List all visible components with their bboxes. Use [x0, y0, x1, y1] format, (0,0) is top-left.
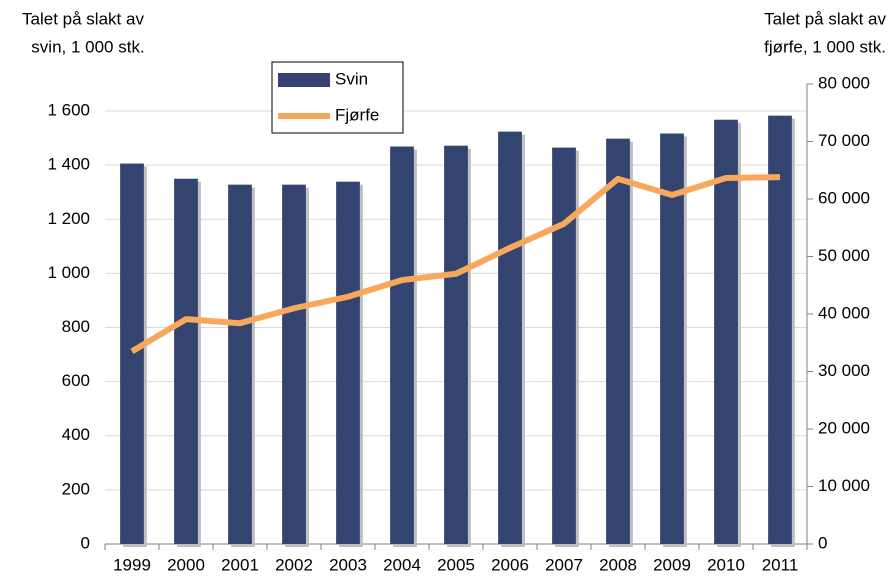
x-tick-label: 2005 [437, 555, 475, 574]
y-tick-label: 200 [62, 479, 90, 498]
x-tick-label: 2007 [545, 555, 583, 574]
x-tick-label: 2008 [599, 555, 637, 574]
x-tick-label: 2000 [167, 555, 205, 574]
y-tick-label: 600 [62, 371, 90, 390]
y2-tick-label: 10 000 [818, 476, 870, 495]
y-axis-title: Talet på slakt av [22, 9, 144, 28]
bar [444, 145, 468, 544]
x-tick-label: 2001 [221, 555, 259, 574]
x-tick-label: 2006 [491, 555, 529, 574]
y2-tick-label: 20 000 [818, 418, 870, 437]
x-tick-label: 2002 [275, 555, 313, 574]
bar [660, 133, 684, 545]
x-tick-label: 2003 [329, 555, 367, 574]
x-tick-label: 1999 [113, 555, 151, 574]
legend-label: Fjørfe [335, 105, 379, 124]
y-tick-label: 0 [81, 533, 90, 552]
y2-tick-label: 70 000 [818, 131, 870, 150]
bar [174, 178, 198, 545]
bar [336, 181, 360, 544]
y-tick-label: 1 200 [47, 209, 90, 228]
bar [714, 119, 738, 544]
y-axis-title: svin, 1 000 stk. [31, 37, 144, 56]
y2-tick-label: 50 000 [818, 246, 870, 265]
y-tick-label: 1 600 [47, 101, 90, 120]
y2-tick-label: 30 000 [818, 361, 870, 380]
line [130, 174, 781, 354]
bar [606, 138, 630, 545]
bar [390, 146, 414, 544]
y2-tick-label: 80 000 [818, 73, 870, 92]
x-tick-label: 2004 [383, 555, 421, 574]
y-tick-label: 1 000 [47, 263, 90, 282]
bar [498, 131, 522, 544]
bar [282, 184, 306, 545]
x-tick-label: 2011 [762, 555, 799, 574]
x-tick-label: 2010 [707, 555, 745, 574]
legend-swatch [278, 73, 330, 87]
y2-tick-label: 60 000 [818, 188, 870, 207]
bar [768, 115, 792, 545]
legend-label: Svin [335, 69, 368, 88]
y2-tick-label: 40 000 [818, 303, 870, 322]
y2-axis-title: Talet på slakt av [764, 9, 886, 28]
y2-tick-label: 0 [818, 533, 827, 552]
y2-axis-title: fjørfe, 1 000 stk. [764, 37, 886, 56]
y-tick-label: 1 400 [47, 155, 90, 174]
y-tick-label: 400 [62, 425, 90, 444]
bar [552, 147, 576, 544]
bar [120, 163, 144, 544]
bar [228, 184, 252, 545]
x-tick-label: 2009 [653, 555, 691, 574]
y-tick-label: 800 [62, 317, 90, 336]
